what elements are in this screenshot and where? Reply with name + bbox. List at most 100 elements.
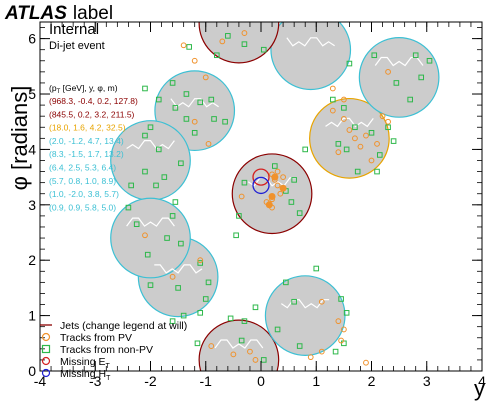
- jet-area: [110, 197, 191, 279]
- track-pv: [191, 118, 198, 125]
- jet-kinematics-list: (968.3, -0.4, 0.2, 127.8) (845.5, 0.2, 3.…: [49, 96, 138, 212]
- track-pv: [352, 135, 358, 142]
- track-nonpv: [426, 57, 433, 64]
- track-nonpv: [125, 204, 132, 211]
- missing-et-marker: [252, 168, 270, 186]
- track-pv: [205, 140, 212, 147]
- track-nonpv: [153, 182, 159, 189]
- track-nonpv: [169, 318, 176, 324]
- track-nonpv: [194, 340, 201, 347]
- track-nonpv: [191, 129, 198, 136]
- track-nonpv: [227, 315, 234, 322]
- track-nonpv: [142, 85, 148, 92]
- track-nonpv: [208, 96, 215, 103]
- jet-boundary: [325, 117, 374, 128]
- track-nonpv: [352, 124, 358, 131]
- track-nonpv: [241, 41, 248, 47]
- track-pv: [208, 343, 215, 349]
- x-tick-label: -2: [144, 373, 157, 389]
- jet-entry: (968.3, -0.4, 0.2, 127.8): [49, 96, 138, 106]
- track-pv-hard: [268, 193, 276, 200]
- track-pv: [247, 348, 253, 355]
- track-nonpv: [346, 60, 353, 67]
- jet-area: [264, 275, 346, 356]
- track-pv: [329, 85, 336, 92]
- track-nonpv: [205, 279, 212, 286]
- track-nonpv: [368, 129, 375, 136]
- legend-label: Jets (change legend at will): [60, 320, 187, 332]
- track-pv: [238, 193, 245, 200]
- missing-et-markers: [252, 168, 270, 195]
- track-nonpv: [186, 44, 192, 50]
- track-nonpv: [197, 310, 204, 316]
- track-nonpv: [236, 213, 242, 219]
- track-pv: [363, 132, 369, 139]
- x-tick-label: 2: [368, 373, 376, 389]
- track-nonpv: [296, 343, 303, 349]
- track-pv: [346, 127, 353, 133]
- tracks: [125, 30, 433, 366]
- y-tick-label: 4: [28, 141, 36, 157]
- track-nonpv: [241, 179, 248, 186]
- track-pv: [340, 116, 347, 122]
- track-pv: [385, 68, 391, 75]
- track-pv: [202, 74, 209, 81]
- track-nonpv: [343, 146, 350, 153]
- track-nonpv: [172, 105, 179, 111]
- track-nonpv: [169, 80, 176, 86]
- track-nonpv: [407, 96, 413, 103]
- axis-ticks: -4 -3 -2 -1 0 1 2 3 4 0 1 2 3 4 5 6: [28, 22, 486, 389]
- track-pv: [180, 42, 187, 49]
- track-pv: [318, 348, 325, 355]
- track-pv: [368, 157, 375, 164]
- jet-entry: (1.0, -2.0, 3.8, 5.7): [49, 189, 119, 199]
- track-nonpv: [211, 116, 217, 122]
- track-nonpv: [180, 312, 187, 319]
- track-pv: [274, 168, 281, 175]
- track-nonpv: [393, 80, 400, 86]
- track-nonpv: [302, 146, 308, 153]
- track-nonpv: [374, 168, 380, 175]
- track-nonpv: [354, 168, 361, 175]
- jet-boundary: [126, 217, 175, 227]
- track-nonpv: [341, 340, 347, 347]
- track-nonpv: [412, 52, 419, 59]
- atlas-logo: ATLAS label: [4, 3, 113, 24]
- track-pv: [385, 118, 391, 125]
- track-pv: [280, 174, 287, 181]
- track-nonpv: [241, 318, 248, 324]
- track-pv: [329, 107, 336, 114]
- track-nonpv: [164, 235, 170, 241]
- track-pv: [230, 351, 237, 358]
- track-nonpv: [142, 132, 148, 139]
- jet-boundary: [286, 37, 335, 47]
- jet-boundary: [214, 339, 264, 349]
- track-nonpv: [222, 118, 228, 125]
- track-nonpv: [371, 52, 378, 59]
- x-tick-label: 1: [312, 373, 320, 389]
- jet-area: [309, 97, 390, 179]
- track-nonpv: [272, 163, 278, 169]
- track-pv: [274, 182, 281, 189]
- track-nonpv: [390, 138, 397, 144]
- track-nonpv: [172, 199, 179, 205]
- track-nonpv: [341, 105, 347, 111]
- legend-swatch: [41, 332, 51, 342]
- track-pv-hard: [265, 201, 273, 209]
- y-axis-title: φ [radians]: [7, 86, 32, 191]
- legend-label: Missing ET: [60, 356, 111, 370]
- x-tick-label: 3: [423, 373, 431, 389]
- track-nonpv: [291, 177, 297, 183]
- y-tick-label: 1: [28, 308, 36, 324]
- track-nonpv: [178, 160, 184, 167]
- missing-ht-marker: [252, 176, 270, 195]
- jet-area: [270, 22, 352, 91]
- legend-swatch: [41, 356, 51, 366]
- track-pv: [335, 149, 342, 156]
- jet-boundary: [215, 11, 263, 19]
- track-nonpv: [202, 296, 209, 302]
- track-nonpv: [260, 357, 267, 363]
- track-nonpv: [197, 99, 204, 106]
- legend: Jets (change legend at will)Tracks from …: [40, 320, 187, 382]
